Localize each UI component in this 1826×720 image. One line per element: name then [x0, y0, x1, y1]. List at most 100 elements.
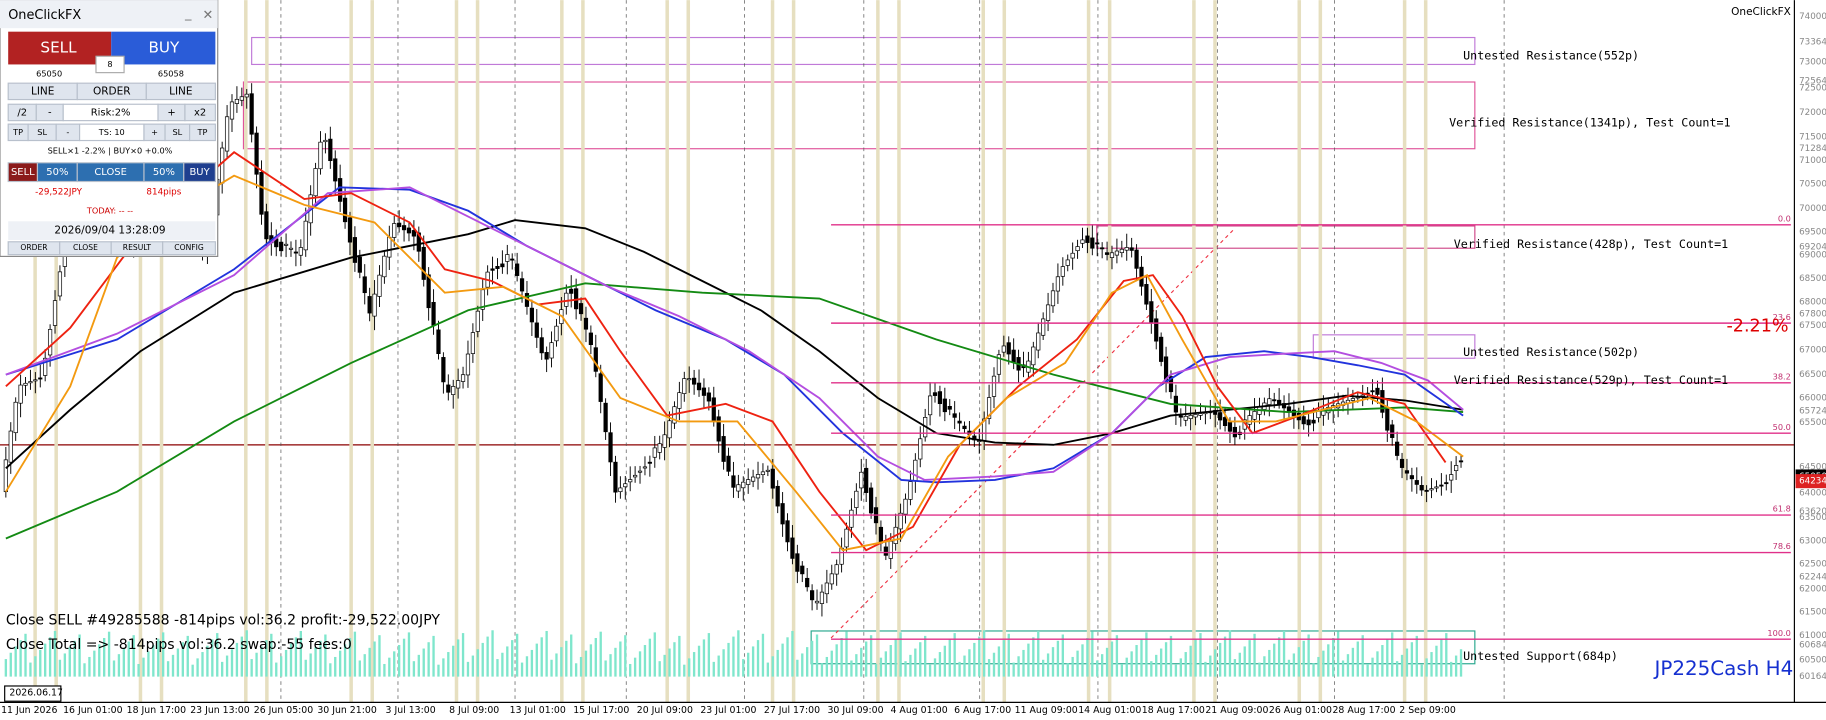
date-label: 8 Jul 09:00 [449, 705, 499, 716]
fib-label: 0.0 [1778, 213, 1791, 223]
candle-body [1119, 248, 1124, 254]
candle-body [1109, 252, 1115, 258]
candle-body [510, 258, 515, 261]
percent-change: -2.21% [1726, 317, 1788, 337]
panel-button-label: SELL [11, 167, 35, 178]
candle-body [819, 591, 825, 604]
price-label: 71284 [1799, 144, 1826, 154]
candle-body [441, 357, 446, 383]
candle-body [490, 268, 495, 271]
candle-body [918, 438, 923, 460]
date-label: 28 Aug 17:00 [1332, 705, 1395, 716]
candle-body [1168, 376, 1174, 393]
panel-minimize[interactable]: _ [184, 7, 192, 22]
candle-body [667, 420, 672, 439]
candle-body [844, 528, 849, 548]
candle-body [908, 481, 913, 500]
sell-button[interactable] [8, 31, 112, 65]
buy-button[interactable] [111, 31, 216, 65]
price-label: 65500 [1799, 418, 1826, 428]
candle-body [711, 397, 716, 422]
candle-body [293, 251, 299, 254]
candle-body [47, 329, 53, 356]
candle-body [244, 93, 249, 98]
candle-body [362, 276, 367, 294]
candle-body [1104, 252, 1110, 255]
candle-body [1045, 304, 1051, 321]
candle-body [785, 520, 790, 543]
candle-body [1375, 387, 1380, 395]
candle-body [554, 325, 559, 342]
panel-button-label: CLOSE [94, 167, 127, 178]
panel-button[interactable] [184, 103, 216, 122]
trade-log: Close Total => -814pips vol:36.2 swap:-5… [6, 637, 352, 653]
date-label: 30 Jun 21:00 [317, 705, 377, 716]
candle-body [716, 416, 721, 442]
panel-button[interactable] [145, 82, 216, 101]
panel-close[interactable]: ✕ [202, 8, 213, 23]
candle-body [751, 476, 756, 482]
fib-label: 78.6 [1773, 541, 1791, 551]
date-label: 13 Jul 01:00 [510, 705, 566, 716]
candle-body [1075, 246, 1080, 252]
panel-button[interactable] [183, 162, 216, 183]
candle-body [338, 178, 343, 202]
date-label: 16 Jun 01:00 [63, 705, 123, 716]
panel-button[interactable] [189, 123, 216, 142]
candle-body [642, 466, 648, 469]
zone-label: Untested Resistance(502p) [1463, 345, 1639, 359]
candle-body [1247, 415, 1252, 425]
candle-body [578, 303, 584, 315]
candle-body [883, 546, 888, 556]
candle-body [1159, 336, 1164, 362]
candle-body [436, 329, 441, 355]
candle-body [431, 301, 436, 326]
candle-body [677, 392, 682, 409]
panel-button-label: CONFIG [174, 243, 204, 252]
candle-body [603, 402, 608, 433]
zone-label: Untested Support(684p) [1463, 649, 1618, 663]
candle-body [652, 447, 657, 458]
candle-body [1454, 465, 1459, 471]
candle-body [1291, 409, 1296, 417]
candle-body [1277, 399, 1282, 405]
spread: 8 [107, 59, 112, 69]
candle-body [249, 93, 254, 135]
candle-body [318, 141, 323, 170]
spread-box [95, 55, 125, 74]
date-label: 18 Jun 17:00 [127, 705, 187, 716]
candle-body [367, 296, 372, 314]
candle-body [1080, 239, 1085, 244]
date-label: 18 Aug 17:00 [1142, 705, 1205, 716]
candle-body [657, 443, 662, 453]
candle-body [795, 553, 800, 572]
sell-label: SELL [40, 39, 77, 57]
candle-body [947, 406, 952, 410]
candle-body [3, 459, 8, 493]
panel-header [0, 0, 218, 29]
price-label: 63500 [1799, 513, 1826, 523]
candle-body [234, 98, 240, 104]
candle-body [377, 274, 382, 297]
trade-log: Close SELL #49285588 -814pips vol:36.2 p… [6, 612, 441, 628]
panel-button-label: LINE [169, 85, 192, 97]
bid: 65050 [36, 68, 62, 78]
price-label: 67800 [1799, 309, 1826, 319]
candle-body [859, 471, 864, 489]
price-label: 70000 [1799, 204, 1826, 214]
panel-button[interactable] [162, 241, 216, 256]
candle-body [1272, 399, 1277, 402]
candle-body [829, 573, 834, 585]
buy-label: BUY [148, 39, 180, 57]
candle-body [23, 382, 28, 386]
candle-body [1449, 474, 1454, 481]
candle-body [962, 425, 967, 430]
candle-body [470, 332, 475, 354]
candle-body [229, 101, 235, 120]
candle-body [303, 220, 308, 251]
panel-button-label: LINE [31, 85, 54, 97]
candle-body [903, 498, 908, 515]
candle-body [1134, 249, 1139, 269]
candle-body [878, 526, 884, 544]
